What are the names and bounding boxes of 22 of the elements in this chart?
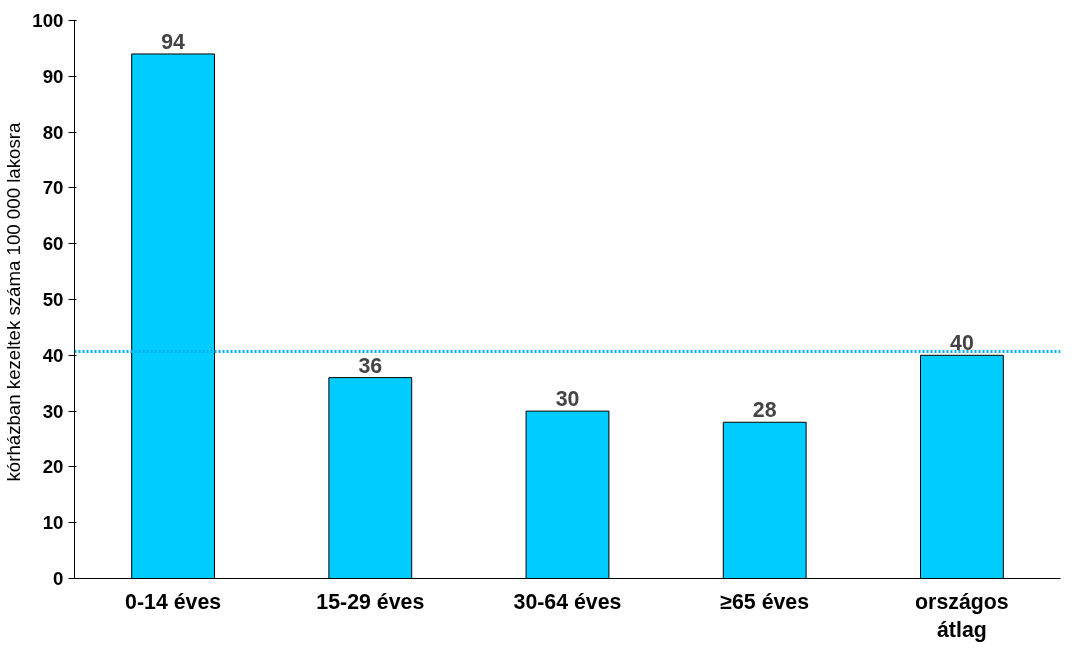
data-label: 94	[161, 29, 186, 54]
y-tick-label: 90	[42, 65, 64, 87]
y-tick-label: 30	[42, 400, 64, 422]
data-label: 28	[752, 398, 777, 423]
y-tick-label: 70	[42, 177, 64, 199]
y-tick-label: 60	[42, 233, 64, 255]
x-tick-label: 30-64 éves	[513, 589, 622, 614]
y-tick-label: 80	[42, 121, 64, 143]
data-label: 30	[555, 387, 580, 412]
x-tick-label: 15-29 éves	[316, 589, 425, 614]
y-tick-label: 40	[42, 344, 64, 366]
y-axis-title: kórházban kezeltek száma 100 000 lakosra	[3, 122, 25, 482]
y-tick-label: 50	[42, 289, 64, 310]
y-tick-label: 10	[42, 512, 64, 534]
data-label: 40	[950, 331, 974, 356]
y-tick-label: 0	[53, 568, 64, 589]
x-tick-label: ≥65 éves	[720, 589, 810, 614]
x-tick-label: országos átlag	[915, 589, 1009, 643]
data-label: 36	[358, 353, 383, 378]
x-tick-label: 0-14 éves	[125, 589, 222, 614]
y-tick-label: 100	[32, 10, 64, 31]
y-tick-label: 20	[42, 456, 64, 478]
